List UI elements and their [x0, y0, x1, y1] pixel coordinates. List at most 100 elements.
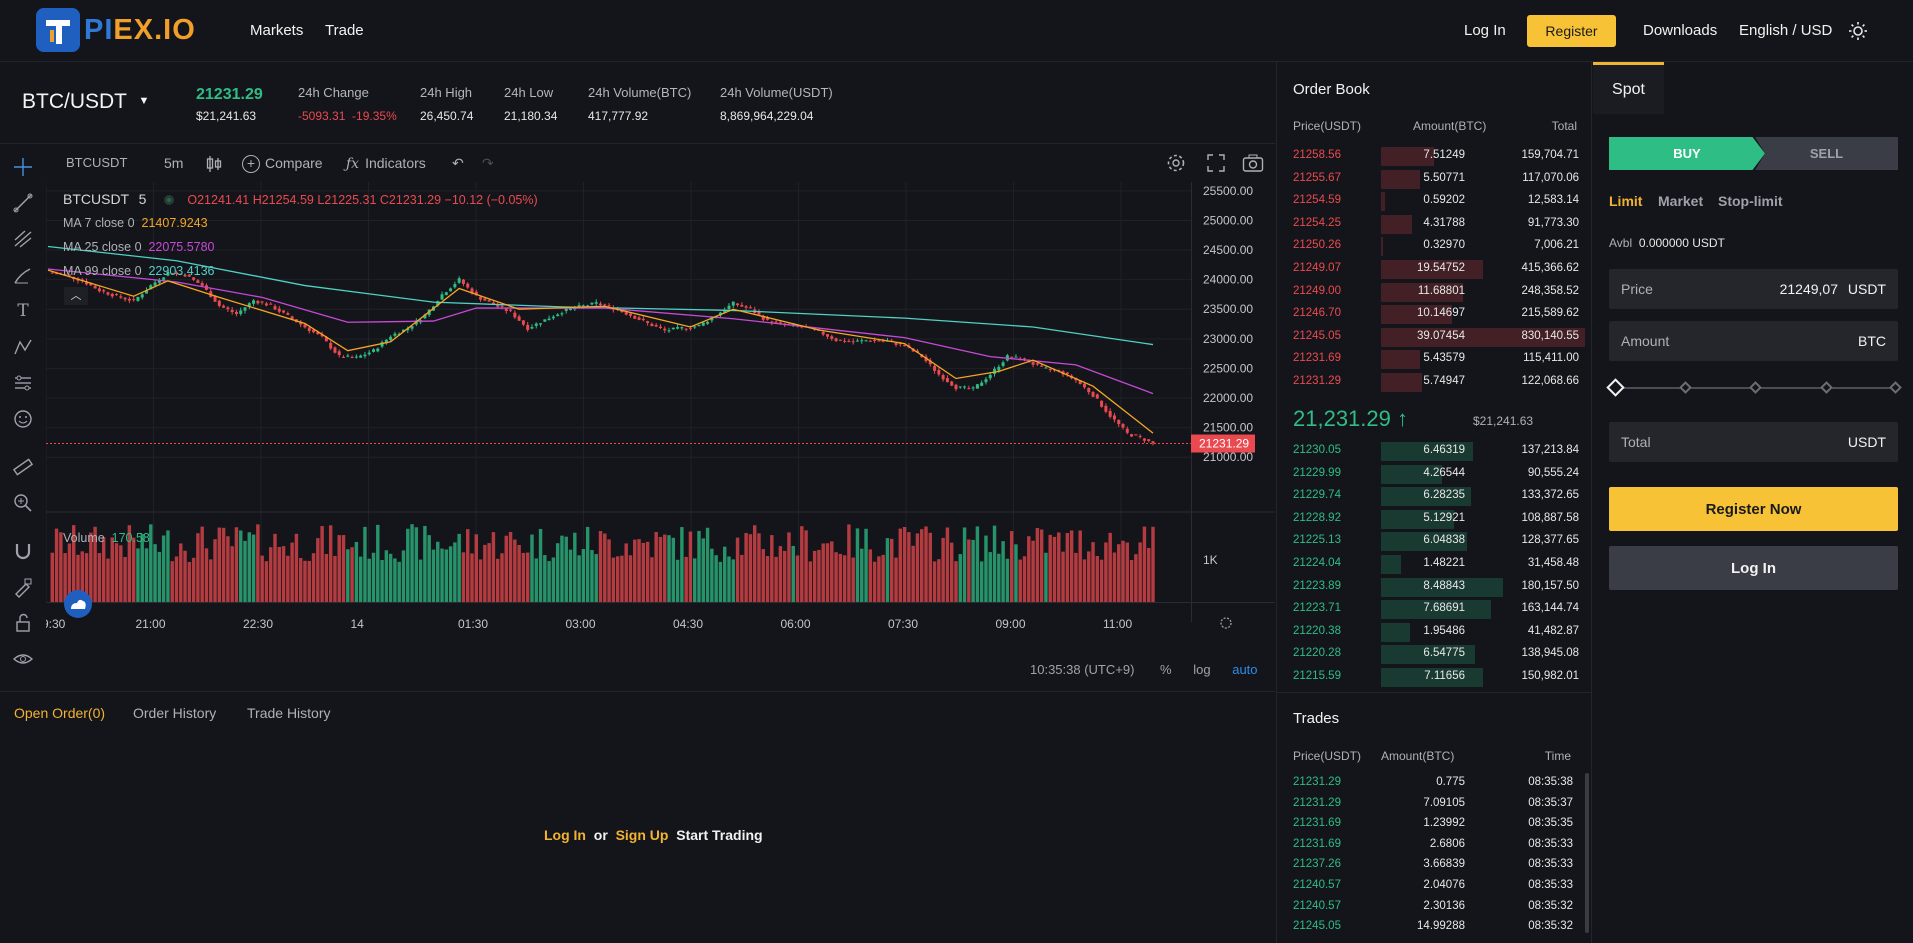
ask-row[interactable]: 21231.69 5.43579 115,411.00 [1277, 348, 1593, 370]
volume-bar [568, 549, 573, 602]
pair-selector[interactable]: BTC/USDT ▼ [22, 90, 149, 114]
bid-row[interactable]: 21224.04 1.48221 31,458.48 [1277, 553, 1593, 575]
crosshair-icon[interactable] [10, 154, 36, 180]
order-type-limit[interactable]: Limit [1609, 193, 1643, 209]
candle-body [838, 339, 842, 341]
volume-bar [213, 539, 217, 602]
bid-row[interactable]: 21228.92 5.12921 108,887.58 [1277, 508, 1593, 530]
candle-body [950, 381, 954, 386]
amount-slider[interactable] [1606, 378, 1902, 397]
volume-bar [585, 526, 590, 602]
trend-line-icon[interactable] [10, 190, 36, 216]
eye-icon[interactable] [10, 646, 36, 672]
logo[interactable]: PIEX.IO [36, 8, 206, 52]
volume-bar [787, 532, 791, 602]
lock-drawing-icon[interactable] [10, 574, 36, 600]
percent-scale-toggle[interactable]: % [1160, 662, 1172, 677]
tab-order-history[interactable]: Order History [133, 705, 217, 721]
magnet-icon[interactable] [10, 538, 36, 564]
total-field[interactable]: Total USDT [1609, 422, 1898, 462]
ask-row[interactable]: 21231.29 5.74947 122,068.66 [1277, 371, 1593, 393]
text-tool-icon[interactable]: T [17, 301, 29, 321]
register-now-button[interactable]: Register Now [1609, 487, 1898, 531]
volume-bar [765, 556, 770, 602]
price-chart[interactable]: 25500.00 25000.00 24500.00 24000.00 23500.00… [46, 182, 1275, 662]
bid-row[interactable]: 21229.99 4.26544 90,555.24 [1277, 463, 1593, 485]
interval-selector[interactable]: 5m [164, 155, 184, 171]
candle-body [367, 352, 371, 355]
sun-icon[interactable] [1848, 21, 1868, 41]
compare-button[interactable]: + Compare [242, 155, 323, 173]
undo-icon[interactable]: ↶ [452, 155, 464, 171]
emoji-icon[interactable] [10, 406, 36, 432]
brush-icon[interactable] [10, 262, 36, 288]
trades-scrollbar[interactable] [1585, 773, 1589, 933]
hint-login-link[interactable]: Log In [544, 827, 586, 843]
bid-row[interactable]: 21220.28 6.54775 138,945.08 [1277, 643, 1593, 665]
candle-body [654, 325, 658, 327]
auto-scale-toggle[interactable]: auto [1232, 662, 1258, 677]
redo-icon[interactable]: ↷ [482, 155, 494, 171]
ask-row[interactable]: 21258.56 7.51249 159,704.71 [1277, 145, 1593, 167]
slider-knob[interactable] [1606, 378, 1625, 397]
bid-row[interactable]: 21225.13 6.04838 128,377.65 [1277, 530, 1593, 552]
orderbook-title: Order Book [1293, 81, 1370, 98]
price-field[interactable]: Price 21249,07 USDT [1609, 269, 1898, 309]
bid-row[interactable]: 21223.71 7.68691 163,144.74 [1277, 598, 1593, 620]
log-scale-toggle[interactable]: log [1193, 662, 1211, 677]
fullscreen-icon[interactable] [1206, 153, 1226, 176]
volume-bar [397, 561, 401, 602]
ask-row[interactable]: 21254.59 0.59202 12,583.14 [1277, 190, 1593, 212]
nav-markets[interactable]: Markets [250, 22, 304, 39]
settings-gear-icon[interactable] [1166, 153, 1186, 176]
collapse-legend-icon[interactable]: ︿ [64, 287, 88, 305]
camera-icon[interactable] [1242, 153, 1264, 176]
candle-body [1014, 356, 1018, 358]
amount-field[interactable]: Amount BTC [1609, 321, 1898, 361]
login-link[interactable]: Log In [1464, 22, 1506, 39]
ruler-icon[interactable] [10, 454, 36, 480]
downloads-link[interactable]: Downloads [1643, 22, 1718, 39]
ask-row[interactable]: 21246.70 10.14697 215,589.62 [1277, 303, 1593, 325]
tab-spot[interactable]: Spot [1593, 62, 1664, 114]
ask-row[interactable]: 21245.05 39.07454 830,140.55 [1277, 326, 1593, 348]
candle-body [551, 316, 555, 319]
candle-body [684, 328, 688, 330]
ask-row[interactable]: 21254.25 4.31788 91,773.30 [1277, 213, 1593, 235]
bid-row[interactable]: 21229.74 6.28235 133,372.65 [1277, 485, 1593, 507]
hint-signup-link[interactable]: Sign Up [615, 827, 669, 843]
fib-tool-icon[interactable] [10, 226, 36, 252]
pattern-icon[interactable] [10, 334, 36, 360]
sell-tab[interactable]: SELL [1755, 137, 1898, 170]
order-type-stop-limit[interactable]: Stop-limit [1718, 193, 1783, 209]
nav-trade[interactable]: Trade [325, 22, 364, 39]
slider-mark-75[interactable] [1820, 381, 1833, 394]
slider-mark-25[interactable] [1679, 381, 1692, 394]
bid-row[interactable]: 21223.89 8.48843 180,157.50 [1277, 576, 1593, 598]
slider-mark-100[interactable] [1889, 381, 1902, 394]
ask-row[interactable]: 21255.67 5.50771 117,070.06 [1277, 168, 1593, 190]
candle-type-icon[interactable] [206, 155, 222, 176]
bid-row[interactable]: 21215.59 7.11656 150,982.01 [1277, 666, 1593, 688]
zoom-in-icon[interactable] [10, 490, 36, 516]
ask-row[interactable]: 21249.00 11.68801 248,358.52 [1277, 281, 1593, 303]
candle-body [333, 347, 337, 353]
indicators-button[interactable]: ƒx Indicators [346, 155, 426, 172]
chart-symbol[interactable]: BTCUSDT [66, 155, 128, 170]
bid-row[interactable]: 21230.05 6.46319 137,213.84 [1277, 440, 1593, 462]
order-type-market[interactable]: Market [1658, 193, 1704, 209]
prediction-icon[interactable] [10, 370, 36, 396]
candle-body [958, 386, 962, 388]
locale-selector[interactable]: English / USD [1739, 22, 1833, 39]
tab-trade-history[interactable]: Trade History [247, 705, 331, 721]
tab-open-orders[interactable]: Open Order(0) [14, 705, 106, 721]
ask-depth-bar [1381, 260, 1483, 279]
slider-mark-50[interactable] [1749, 381, 1762, 394]
ask-row[interactable]: 21250.26 0.32970 7,006.21 [1277, 235, 1593, 257]
buy-tab[interactable]: BUY [1609, 137, 1765, 170]
bid-row[interactable]: 21220.38 1.95486 41,482.87 [1277, 621, 1593, 643]
register-button[interactable]: Register [1527, 15, 1616, 47]
ask-row[interactable]: 21249.07 19.54752 415,366.62 [1277, 258, 1593, 280]
unlock-icon[interactable] [10, 610, 36, 636]
login-button[interactable]: Log In [1609, 546, 1898, 590]
